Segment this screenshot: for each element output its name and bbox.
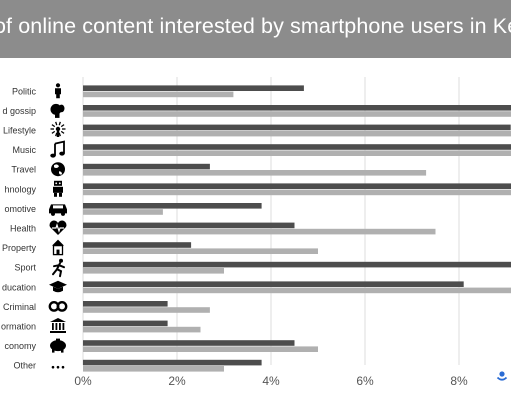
category-label: Sport xyxy=(14,263,36,273)
bar xyxy=(83,222,295,229)
x-axis-ticks: 0%2%4%6%8%10%12%14%16% xyxy=(74,374,468,388)
bar xyxy=(83,307,210,313)
category-label: Property xyxy=(2,243,37,253)
gossip-icon xyxy=(50,103,65,118)
category-label: Music xyxy=(12,145,36,155)
x-tick-label: 2% xyxy=(168,374,186,388)
chart-title: of online content interested by smartpho… xyxy=(0,14,511,38)
bar xyxy=(83,242,192,248)
bar xyxy=(83,189,511,196)
bar xyxy=(83,287,511,294)
bar xyxy=(83,366,224,372)
bar xyxy=(83,359,262,366)
bar xyxy=(83,346,318,352)
category-label: Lifestyle xyxy=(3,126,36,136)
x-tick-label: 4% xyxy=(262,374,280,388)
bar xyxy=(83,203,262,209)
bar xyxy=(83,130,511,137)
music-note-icon xyxy=(50,140,65,158)
category-labels: Politic d gossip Lifestyle Music Travel hnolo… xyxy=(1,86,37,370)
car-icon xyxy=(49,204,67,216)
bar xyxy=(83,105,511,111)
category-label: omotive xyxy=(4,204,36,214)
graduation-cap-icon xyxy=(49,280,67,293)
bar xyxy=(83,301,168,307)
category-label: ducation xyxy=(2,282,36,292)
globe-icon xyxy=(51,162,65,177)
handcuffs-icon xyxy=(48,300,68,312)
heart-icon xyxy=(49,220,67,235)
category-label: Criminal xyxy=(3,302,36,312)
bar xyxy=(83,209,163,215)
bar xyxy=(83,150,511,156)
bar xyxy=(83,248,318,254)
category-label: Other xyxy=(13,361,36,371)
category-label: Politic xyxy=(12,86,37,96)
bar xyxy=(83,320,168,327)
bank-icon xyxy=(50,318,66,333)
x-tick-label: 0% xyxy=(74,374,92,388)
bar xyxy=(83,281,464,287)
bar-chart: Politic d gossip Lifestyle Music Travel hnolo… xyxy=(1,77,511,388)
bar xyxy=(83,144,511,150)
bar xyxy=(83,163,210,170)
bar xyxy=(83,326,201,333)
bar xyxy=(83,85,304,91)
category-label: Health xyxy=(10,224,36,234)
category-label: Travel xyxy=(11,165,36,175)
category-label: hnology xyxy=(4,184,36,194)
piggy-bank-icon xyxy=(50,338,66,353)
category-label: ormation xyxy=(1,322,36,332)
bars xyxy=(83,85,511,372)
bar xyxy=(83,268,224,274)
bar xyxy=(83,170,427,176)
bar xyxy=(83,261,511,268)
runner-icon xyxy=(52,258,65,278)
bar xyxy=(83,340,295,346)
title-bar: of online content interested by smartpho… xyxy=(0,0,511,58)
category-icons xyxy=(48,83,68,369)
bar xyxy=(83,183,511,189)
category-label: conomy xyxy=(4,341,36,351)
x-tick-label: 6% xyxy=(356,374,374,388)
bar xyxy=(83,124,511,131)
bar xyxy=(83,111,511,117)
dots-icon xyxy=(51,365,65,369)
lifestyle-icon xyxy=(50,121,66,137)
category-label: d gossip xyxy=(2,106,36,116)
bar xyxy=(83,228,436,235)
robot-icon xyxy=(53,180,63,197)
chart-widget-icon[interactable] xyxy=(496,370,508,382)
person-icon xyxy=(55,83,61,99)
bar xyxy=(83,91,234,98)
property-icon xyxy=(52,239,64,256)
x-tick-label: 8% xyxy=(450,374,468,388)
